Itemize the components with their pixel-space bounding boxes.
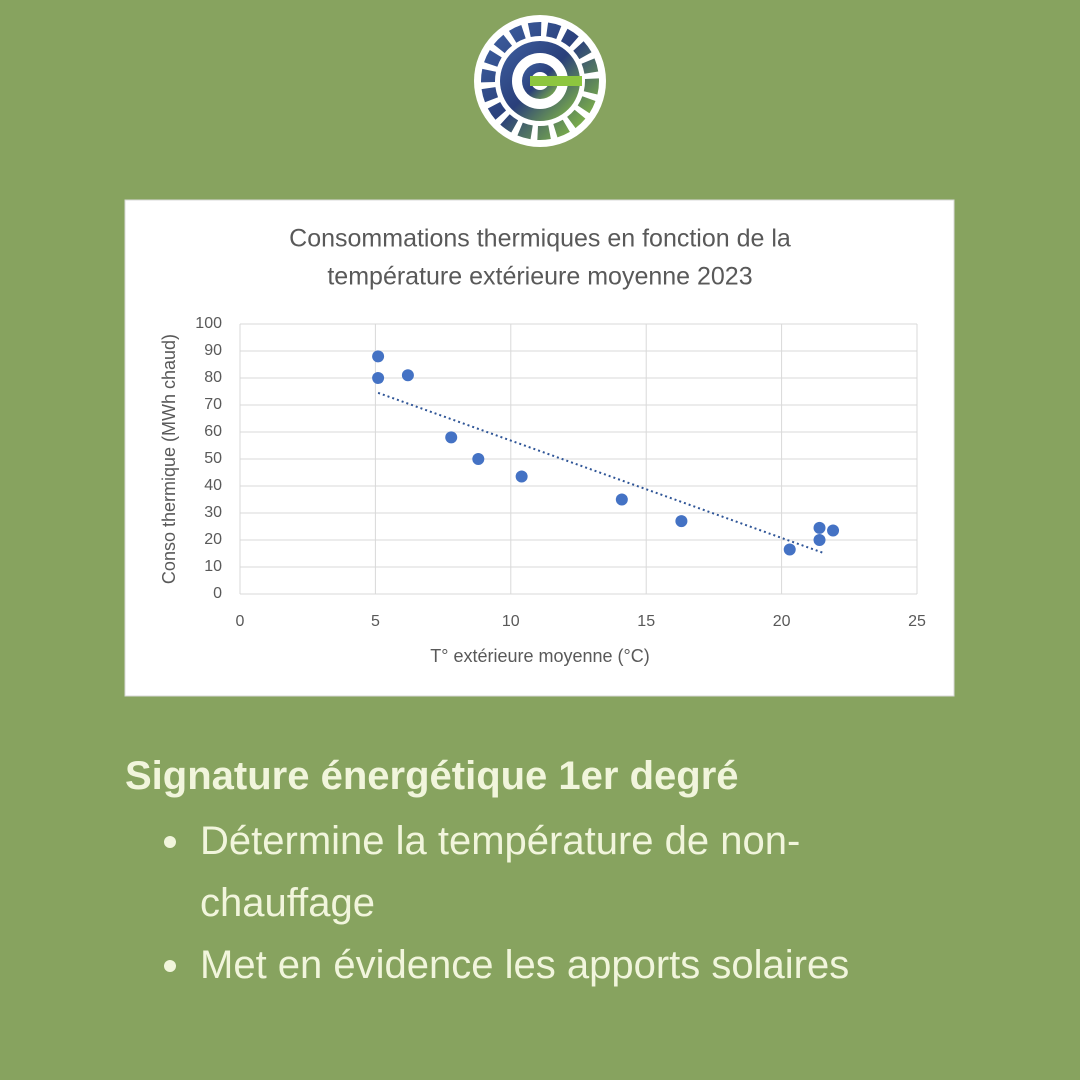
logo — [474, 15, 606, 147]
point — [472, 453, 485, 465]
bullet-list: Détermine la température de non-chauffag… — [125, 810, 960, 996]
point — [445, 431, 458, 444]
y-tick-label: 70 — [204, 396, 222, 413]
point — [813, 521, 826, 534]
heading: Signature énergétique 1er degré — [125, 754, 739, 798]
x-tick-label: 25 — [908, 613, 926, 630]
y-tick-label: 80 — [204, 369, 222, 386]
x-tick-label: 20 — [773, 613, 791, 630]
x-tick-label: 5 — [371, 613, 380, 630]
chart-box — [124, 199, 955, 697]
y-axis-label: Conso thermique (MWh chaud) — [159, 334, 179, 584]
x-tick-label: 10 — [502, 613, 520, 630]
chart: Consommations thermiques en fonction de … — [124, 15, 955, 697]
x-tick-label: 0 — [236, 613, 245, 630]
x-axis-label: T° extérieure moyenne (°C) — [430, 646, 649, 666]
point — [401, 369, 414, 382]
point — [515, 470, 528, 483]
y-tick-label: 40 — [204, 477, 222, 494]
trendline — [377, 391, 826, 555]
x-tick-label: 15 — [637, 613, 655, 630]
y-tick-label: 0 — [213, 585, 222, 602]
point — [615, 493, 628, 506]
caption: Signature énergétique 1er degré Détermin… — [125, 748, 985, 996]
y-tick-label: 100 — [195, 315, 222, 332]
point — [372, 372, 385, 384]
point — [372, 350, 385, 363]
y-tick-label: 90 — [204, 342, 222, 359]
y-tick-label: 50 — [204, 450, 222, 467]
y-tick-label: 60 — [204, 423, 222, 440]
bullet: Met en évidence les apports solaires — [164, 934, 960, 996]
point — [827, 524, 840, 537]
y-tick-label: 10 — [204, 558, 222, 575]
y-tick-label: 20 — [204, 531, 222, 548]
chart-title: Consommations thermiques en fonction de … — [289, 225, 791, 253]
bullet: Détermine la température de non-chauffag… — [164, 810, 960, 934]
point — [813, 534, 826, 546]
y-tick-label: 30 — [204, 504, 222, 521]
point — [783, 543, 796, 556]
chart-title: température extérieure moyenne 2023 — [327, 263, 752, 291]
point — [675, 515, 688, 528]
